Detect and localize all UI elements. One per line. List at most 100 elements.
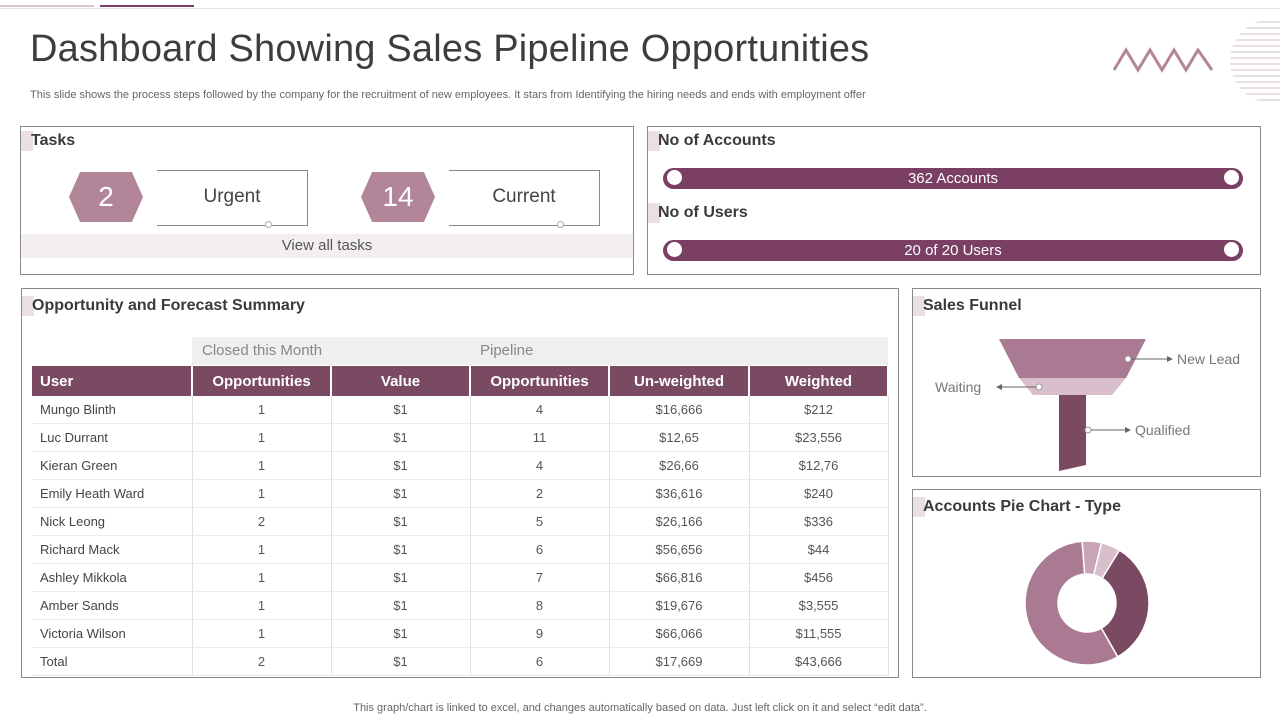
table-cell: 1 [192,619,332,648]
table-row[interactable]: Kieran Green 1 $1 4 $26,66 $12,76 [32,451,889,480]
user-name-cell: Amber Sands [32,591,193,620]
table-cell: $36,616 [609,479,750,508]
funnel-chart: New Lead Waiting Qualified [935,339,1240,471]
table-cell: $56,656 [609,535,750,564]
table-row[interactable]: Mungo Blinth 1 $1 4 $16,666 $212 [32,396,889,424]
table-cell: $1 [331,647,471,676]
column-header[interactable]: Opportunities [470,366,610,396]
column-header[interactable]: Opportunities [192,366,332,396]
table-cell: 5 [470,507,610,536]
table-row[interactable]: Amber Sands 1 $1 8 $19,676 $3,555 [32,591,889,620]
page-subtitle: This slide shows the process steps follo… [30,89,866,101]
arrow-head-icon [1125,427,1131,433]
donut-slice[interactable] [1024,540,1119,666]
table-cell: 2 [470,479,610,508]
table-cell: $1 [331,479,471,508]
urgent-tasks-box[interactable]: Urgent [157,170,308,228]
table-row[interactable]: Emily Heath Ward 1 $1 2 $36,616 $240 [32,479,889,508]
current-tasks-box[interactable]: Current [449,170,600,228]
column-group-header: Closed this Month Pipeline [192,337,888,365]
user-name-cell: Total [32,647,193,676]
table-cell: 8 [470,591,610,620]
table-cell: $26,66 [609,451,750,480]
sales-funnel-panel: Sales Funnel New Lead Waiting Qualified [912,288,1261,477]
top-strip-segment-light [0,5,94,7]
table-cell: $17,669 [609,647,750,676]
qualified-label: Qualified [1135,422,1190,438]
arrow-head-icon [1167,356,1173,362]
table-row[interactable]: Victoria Wilson 1 $1 9 $66,066 $11,555 [32,619,889,648]
table-cell: $44 [749,535,889,564]
accounts-pie-panel: Accounts Pie Chart - Type [912,489,1261,678]
table-cell: 1 [192,479,332,508]
funnel-stage-new-lead[interactable] [999,339,1146,378]
slider-end-knob[interactable] [1223,169,1240,186]
table-cell: $66,066 [609,619,750,648]
table-row[interactable]: Nick Leong 2 $1 5 $26,166 $336 [32,507,889,536]
connector-dot [557,221,564,228]
column-header[interactable]: Value [331,366,471,396]
opportunity-table: User Opportunities Value Opportunities U… [32,366,889,676]
tasks-panel: Tasks 2 Urgent 14 Current View all tasks [20,126,634,275]
column-header[interactable]: User [32,366,193,396]
accounts-bar-label: 362 Accounts [907,170,999,187]
users-progress-bar: 20 of 20 Users [663,240,1243,261]
table-cell: $23,556 [749,423,889,452]
accounts-progress-bar: 362 Accounts [663,168,1243,189]
donut-slice[interactable] [1092,541,1121,580]
slider-start-knob[interactable] [666,169,683,186]
table-header-row: User Opportunities Value Opportunities U… [32,366,889,396]
table-cell: 1 [192,591,332,620]
donut-slice[interactable] [1100,549,1150,658]
table-cell: $212 [749,396,889,424]
user-name-cell: Luc Durrant [32,423,193,452]
table-cell: $1 [331,563,471,592]
slider-end-knob[interactable] [1223,241,1240,258]
zigzag-decoration [1112,47,1214,73]
current-label: Current [492,186,556,207]
current-count-badge: 14 [361,172,435,222]
accounts-title: No of Accounts [658,132,776,149]
view-all-tasks-link[interactable]: View all tasks [21,234,633,258]
table-cell: 11 [470,423,610,452]
group-closed-this-month: Closed this Month [202,342,323,359]
table-cell: $1 [331,396,471,424]
table-cell: 4 [470,396,610,424]
table-cell: 1 [192,396,332,424]
funnel-stage-qualified[interactable] [1059,395,1086,471]
funnel-title: Sales Funnel [923,297,1022,314]
opportunity-summary-panel: Opportunity and Forecast Summary Closed … [21,288,899,678]
slider-start-knob[interactable] [666,241,683,258]
top-strip-segment-dark [100,5,194,7]
table-row[interactable]: Luc Durrant 1 $1 11 $12,65 $23,556 [32,423,889,452]
pie-title: Accounts Pie Chart - Type [923,498,1121,515]
table-cell: 2 [192,647,332,676]
funnel-stage-waiting[interactable] [1019,378,1126,395]
user-name-cell: Nick Leong [32,507,193,536]
table-cell: $3,555 [749,591,889,620]
panel-tab-marker [913,497,925,517]
user-name-cell: Kieran Green [32,451,193,480]
tasks-title: Tasks [31,132,76,149]
user-name-cell: Emily Heath Ward [32,479,193,508]
table-cell: $16,666 [609,396,750,424]
table-total-row[interactable]: Total 2 $1 6 $17,669 $43,666 [32,647,889,676]
urgent-count-badge: 2 [69,172,143,222]
column-header[interactable]: Un-weighted [609,366,750,396]
page-title: Dashboard Showing Sales Pipeline Opportu… [30,28,870,70]
table-cell: 6 [470,535,610,564]
panel-tab-marker [648,131,660,151]
table-cell: $26,166 [609,507,750,536]
table-cell: $1 [331,535,471,564]
accounts-users-panel: No of Accounts 362 Accounts No of Users … [647,126,1261,275]
table-cell: 1 [192,451,332,480]
table-cell: 4 [470,451,610,480]
connector-dot [265,221,272,228]
arrow-head-icon [996,384,1002,390]
summary-title: Opportunity and Forecast Summary [32,297,305,314]
group-pipeline: Pipeline [480,342,534,359]
table-cell: 1 [192,535,332,564]
table-row[interactable]: Ashley Mikkola 1 $1 7 $66,816 $456 [32,563,889,592]
table-row[interactable]: Richard Mack 1 $1 6 $56,656 $44 [32,535,889,564]
column-header[interactable]: Weighted [749,366,889,396]
